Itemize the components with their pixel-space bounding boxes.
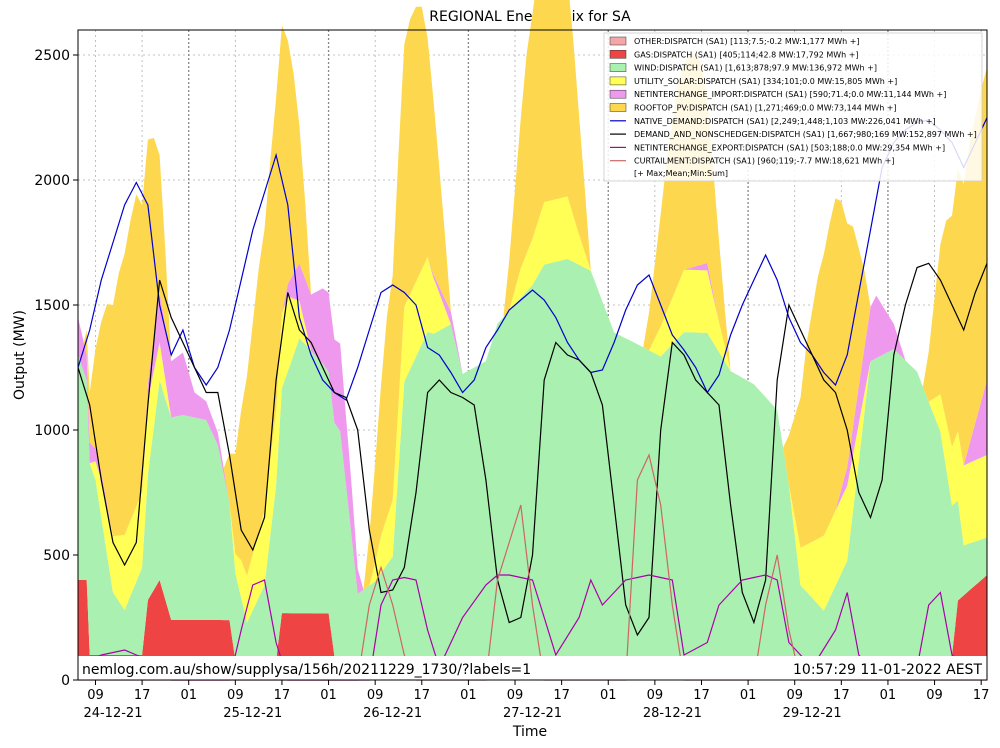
legend-swatch bbox=[609, 76, 627, 86]
legend-swatch bbox=[609, 63, 627, 72]
legend-note: [+ Max;Mean;Min:Sum] bbox=[634, 169, 728, 178]
x-day-label: 25-12-21 bbox=[223, 706, 282, 721]
x-tick-label: 09 bbox=[227, 688, 244, 703]
y-tick-label: 500 bbox=[43, 548, 70, 564]
x-tick-label: 09 bbox=[507, 688, 524, 703]
x-tick-label: 01 bbox=[180, 688, 197, 703]
x-day-label: 27-12-21 bbox=[503, 706, 562, 721]
x-tick-label: 17 bbox=[973, 688, 990, 703]
line-series-7 bbox=[77, 262, 988, 637]
x-day-label: 24-12-21 bbox=[83, 706, 142, 721]
legend-label: UTILITY_SOLAR:DISPATCH (SA1) [334;101;0.… bbox=[634, 77, 897, 86]
area-series-layer bbox=[78, 0, 987, 680]
legend-swatch bbox=[609, 89, 627, 99]
legend-label: DEMAND_AND_NONSCHEDGEN:DISPATCH (SA1) [1… bbox=[634, 130, 977, 139]
x-tick-label: 17 bbox=[553, 688, 570, 703]
x-day-label: 29-12-21 bbox=[783, 706, 842, 721]
x-tick-label: 17 bbox=[274, 688, 291, 703]
legend-label: NETINTERCHANGE_IMPORT:DISPATCH (SA1) [59… bbox=[634, 90, 946, 99]
line-series-8 bbox=[77, 574, 988, 681]
x-tick-label: 17 bbox=[414, 688, 431, 703]
x-tick-label: 01 bbox=[600, 688, 617, 703]
x-tick-label: 01 bbox=[320, 688, 337, 703]
x-day-label: 26-12-21 bbox=[363, 706, 422, 721]
x-tick-label: 01 bbox=[460, 688, 477, 703]
legend-box bbox=[603, 32, 983, 182]
line-series-6 bbox=[77, 117, 988, 401]
x-axis-label: Time bbox=[512, 724, 547, 740]
x-tick-label: 09 bbox=[926, 688, 943, 703]
y-tick-label: 0 bbox=[61, 673, 70, 689]
y-tick-label: 1500 bbox=[34, 298, 70, 314]
x-tick-label: 09 bbox=[367, 688, 384, 703]
area-series-4 bbox=[78, 196, 987, 594]
legend-label: NETINTERCHANGE_EXPORT:DISPATCH (SA1) [50… bbox=[634, 143, 945, 152]
x-tick-label: 17 bbox=[833, 688, 850, 703]
legend-swatch bbox=[609, 50, 627, 59]
url-annotation: nemlog.com.au/show/supplysa/156h/2021122… bbox=[82, 662, 531, 678]
line-series-layer bbox=[77, 117, 988, 681]
legend-swatch bbox=[609, 36, 627, 46]
y-axis: 0 500 1000 1500 2000 2500 bbox=[34, 48, 78, 689]
x-tick-label: 01 bbox=[880, 688, 897, 703]
y-tick-label: 2500 bbox=[34, 48, 70, 64]
legend-label: NATIVE_DEMAND:DISPATCH (SA1) [2,249;1,44… bbox=[634, 117, 936, 126]
x-day-label: 28-12-21 bbox=[643, 706, 702, 721]
x-tick-label: 09 bbox=[786, 688, 803, 703]
area-series-1 bbox=[78, 575, 987, 678]
legend-label: WIND:DISPATCH (SA1) [1,613;878;97.9 MW:1… bbox=[634, 64, 877, 73]
y-tick-label: 1000 bbox=[34, 423, 70, 439]
x-tick-label: 09 bbox=[87, 688, 104, 703]
legend: OTHER:DISPATCH (SA1) [113;7.5;-0.2 MW:1,… bbox=[603, 32, 983, 182]
y-tick-label: 2000 bbox=[34, 173, 70, 189]
legend-swatch bbox=[609, 103, 627, 112]
timestamp-annotation: 10:57:29 11-01-2022 AEST bbox=[793, 662, 982, 678]
x-axis: 09 17 01 09 17 01 09 17 01 09 17 01 09 17 01 09 17 01 09 17… bbox=[83, 680, 989, 721]
x-tick-label: 17 bbox=[693, 688, 710, 703]
area-series-3 bbox=[78, 196, 987, 623]
area-series-2 bbox=[78, 258, 987, 662]
x-tick-label: 09 bbox=[647, 688, 664, 703]
x-tick-label: 17 bbox=[134, 688, 151, 703]
legend-label: GAS:DISPATCH (SA1) [405;114;42.8 MW:17,7… bbox=[634, 50, 859, 59]
url-annotation-box bbox=[78, 656, 987, 680]
legend-label: OTHER:DISPATCH (SA1) [113;7.5;-0.2 MW:1,… bbox=[634, 37, 860, 46]
chart-title: REGIONAL Energy Mix for SA bbox=[429, 9, 631, 25]
legend-label: ROOFTOP_PV:DISPATCH (SA1) [1,271;469;0.0… bbox=[634, 104, 897, 113]
legend-label: CURTAILMENT:DISPATCH (SA1) [960;119;-7.7… bbox=[634, 157, 895, 166]
x-tick-label: 01 bbox=[740, 688, 757, 703]
y-axis-label: Output (MW) bbox=[12, 310, 28, 400]
plot-frame bbox=[77, 29, 988, 681]
area-series-5 bbox=[78, 0, 987, 590]
